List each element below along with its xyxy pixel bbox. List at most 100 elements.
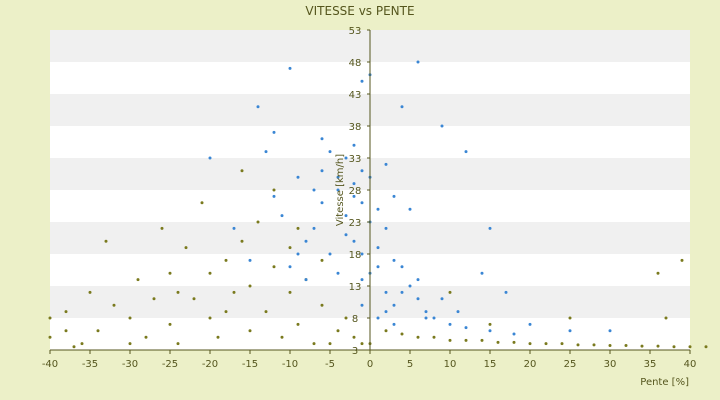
data-point [352,194,356,198]
data-point [360,201,364,205]
data-point [176,290,180,294]
data-point [384,226,388,230]
x-axis-ticks: -40 -35 -30 -25 -20 -15 -10 -5 0 5 10 15 20 25 30 35 40 [42,350,697,370]
data-point [464,338,468,342]
data-point [232,290,236,294]
y-tick-label: 53 [349,26,362,37]
data-point [80,342,84,346]
x-tick-label: -40 [42,359,58,370]
data-point [128,342,132,346]
data-point [256,105,260,109]
data-point [240,169,244,173]
data-point [400,290,404,294]
data-point [528,342,532,346]
data-point [464,326,468,330]
data-point [208,271,212,275]
data-point [376,265,380,269]
data-point [488,329,492,333]
data-point [424,316,428,320]
data-point [296,322,300,326]
data-point [272,188,276,192]
data-point [488,322,492,326]
data-point [304,278,308,282]
data-point [296,252,300,256]
data-point [360,278,364,282]
data-point [704,345,708,349]
y-tick-label: 13 [349,282,362,293]
data-point [384,162,388,166]
data-point [352,182,356,186]
data-point [440,124,444,128]
data-point [448,290,452,294]
data-point [480,338,484,342]
x-tick-label: -25 [162,359,178,370]
data-point [488,226,492,230]
data-point [376,316,380,320]
data-point [360,342,364,346]
data-point [608,329,612,333]
data-point [320,137,324,141]
data-point [504,290,508,294]
data-point [440,297,444,301]
data-point [176,342,180,346]
data-point [88,290,92,294]
x-tick-label: 35 [644,359,657,370]
data-point [320,201,324,205]
data-point [392,303,396,307]
data-point [352,335,356,339]
data-point [312,226,316,230]
data-point [640,344,644,348]
data-point [680,258,684,262]
data-point [48,316,52,320]
data-point [288,66,292,70]
data-point [424,310,428,314]
data-point [328,252,332,256]
data-point [432,335,436,339]
data-point [224,310,228,314]
data-point [544,342,548,346]
data-point [336,329,340,333]
x-tick-label: 40 [684,359,697,370]
x-tick-label: 15 [484,359,497,370]
data-point [400,265,404,269]
data-point [344,214,348,218]
data-point [608,344,612,348]
data-point [240,239,244,243]
y-tick-label: 3 [352,346,358,357]
data-point [392,322,396,326]
y-tick-label: 38 [349,122,362,133]
data-point [96,329,100,333]
data-point [128,316,132,320]
x-axis-title: Pente [%] [640,377,689,388]
data-point [296,226,300,230]
data-point [560,342,564,346]
data-point [328,150,332,154]
data-point [312,342,316,346]
data-point [432,316,436,320]
data-point [384,310,388,314]
data-point [576,343,580,347]
data-point [216,335,220,339]
y-tick-label: 33 [349,154,362,165]
data-point [416,60,420,64]
data-point [688,345,692,349]
data-point [352,239,356,243]
data-point [512,340,516,344]
data-point [496,340,500,344]
data-point [264,150,268,154]
data-point [280,214,284,218]
data-point [160,226,164,230]
data-point [400,105,404,109]
data-point [304,239,308,243]
data-point [224,258,228,262]
data-point [136,278,140,282]
data-point [512,332,516,336]
data-point [296,175,300,179]
data-point [168,322,172,326]
data-point [232,226,236,230]
data-point [248,258,252,262]
data-point [456,310,460,314]
data-point [360,169,364,173]
data-point [568,329,572,333]
